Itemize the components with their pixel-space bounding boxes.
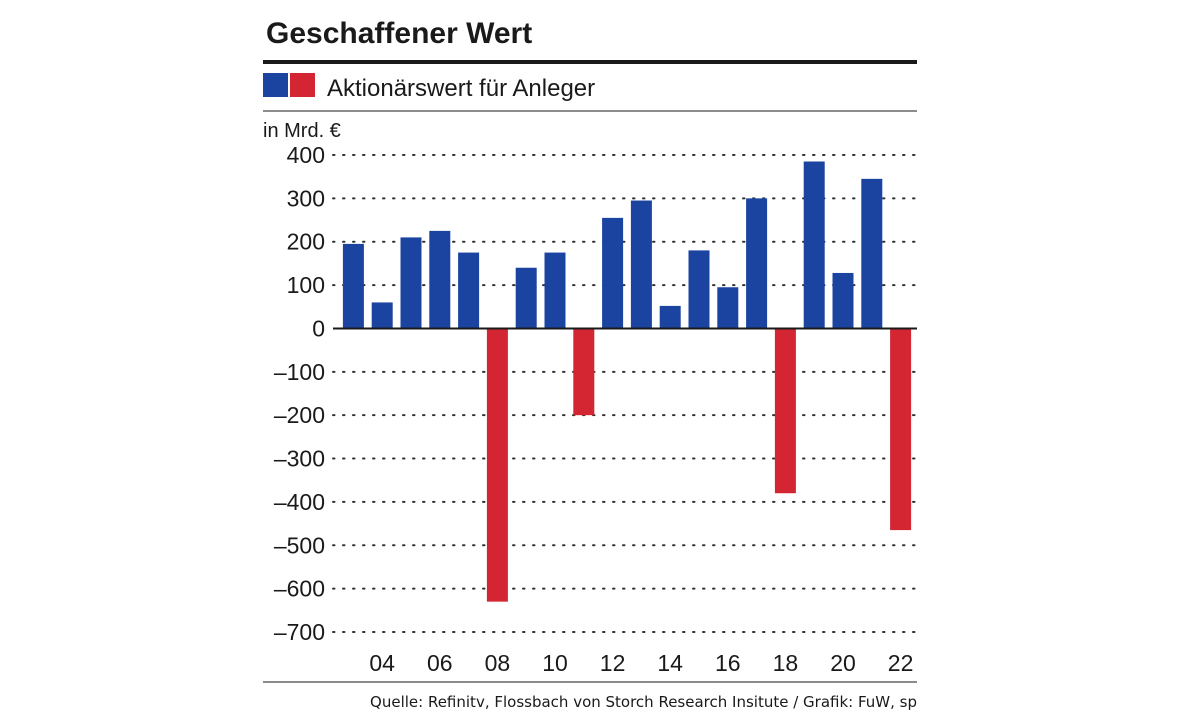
x-tick-label: 08 xyxy=(485,650,511,676)
legend-label: Aktionärswert für Anleger xyxy=(327,75,595,102)
bar-09 xyxy=(515,267,537,329)
gridlines xyxy=(332,154,918,633)
x-tick-label: 22 xyxy=(888,650,914,676)
y-axis-ticks: 400 300 200 100 0 –100 –200 –300 –400 –500 –600 –70… xyxy=(274,142,325,645)
chart-title: Geschaffener Wert xyxy=(266,17,532,50)
x-tick-label: 14 xyxy=(657,650,683,676)
bar-22 xyxy=(890,328,912,531)
bar-03 xyxy=(342,243,364,329)
y-axis-unit: in Mrd. € xyxy=(263,120,341,142)
bar-08 xyxy=(486,328,508,602)
y-tick-label: 100 xyxy=(287,272,325,298)
bar-20 xyxy=(832,272,854,329)
x-tick-label: 10 xyxy=(542,650,568,676)
y-tick-label: –500 xyxy=(274,532,325,558)
bar-12 xyxy=(602,217,624,329)
y-tick-label: –400 xyxy=(274,489,325,515)
y-tick-label: –700 xyxy=(274,619,325,645)
y-tick-label: –100 xyxy=(274,359,325,385)
x-tick-label: 20 xyxy=(830,650,856,676)
bar-10 xyxy=(544,252,566,329)
bar-19 xyxy=(803,161,825,329)
bar-16 xyxy=(717,287,739,329)
legend-swatch-negative xyxy=(290,73,315,97)
x-tick-label: 12 xyxy=(600,650,626,676)
bar-06 xyxy=(429,230,451,329)
y-tick-label: –200 xyxy=(274,402,325,428)
bar-18 xyxy=(774,328,796,494)
bar-21 xyxy=(861,178,883,329)
bar-17 xyxy=(746,198,768,329)
x-tick-label: 16 xyxy=(715,650,741,676)
bar-07 xyxy=(458,252,480,329)
legend: Aktionärswert für Anleger xyxy=(263,73,595,102)
x-tick-label: 06 xyxy=(427,650,453,676)
bar-11 xyxy=(573,328,595,416)
bars xyxy=(342,161,912,602)
y-tick-label: –300 xyxy=(274,446,325,472)
source-note: Quelle: Refinitv, Flossbach von Storch R… xyxy=(370,693,917,711)
x-axis-ticks: 04 06 08 10 12 14 16 18 20 22 xyxy=(369,650,913,676)
bar-14 xyxy=(659,305,681,329)
y-tick-label: 400 xyxy=(287,142,325,168)
x-tick-label: 04 xyxy=(369,650,395,676)
legend-swatch-positive xyxy=(263,73,288,97)
y-tick-label: 200 xyxy=(287,229,325,255)
bar-05 xyxy=(400,237,422,329)
y-tick-label: 0 xyxy=(312,315,325,341)
y-tick-label: 300 xyxy=(287,185,325,211)
y-tick-label: –600 xyxy=(274,576,325,602)
bar-13 xyxy=(630,200,652,329)
bar-04 xyxy=(371,302,393,329)
bar-15 xyxy=(688,250,710,329)
x-tick-label: 18 xyxy=(773,650,799,676)
